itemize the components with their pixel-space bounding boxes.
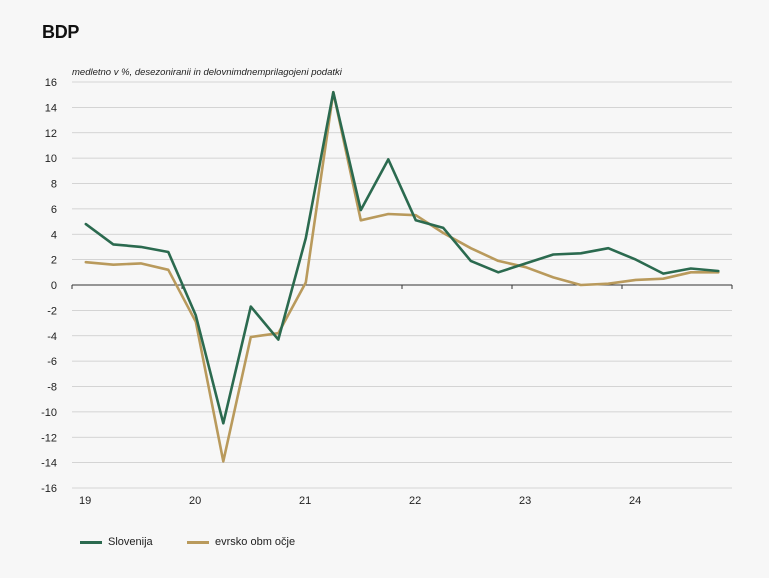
y-tick-label: 14 (45, 102, 57, 114)
y-tick-label: 2 (51, 255, 57, 267)
chart-title: BDP (42, 22, 80, 42)
legend-item-slovenija: Slovenija (80, 536, 153, 548)
x-tick-label: 19 (79, 495, 91, 507)
y-tick-label: -16 (41, 483, 57, 495)
y-tick-label: 4 (51, 229, 57, 241)
y-tick-label: -4 (47, 331, 57, 343)
y-tick-label: 10 (45, 153, 57, 165)
y-tick-label: 6 (51, 204, 57, 216)
legend-swatch-slovenija (80, 540, 102, 544)
legend-item-evrsko: evrsko obm očje (187, 536, 295, 548)
y-tick-label: 0 (51, 280, 57, 292)
y-tick-label: 12 (45, 128, 57, 140)
x-tick-label: 21 (299, 495, 311, 507)
x-tick-label: 24 (629, 495, 641, 507)
series-layer (84, 90, 720, 463)
legend-swatch-evrsko (187, 540, 209, 544)
y-tick-label: 8 (51, 179, 57, 191)
y-tick-label: -10 (41, 407, 57, 419)
legend-label-evrsko: evrsko obm očje (215, 536, 296, 548)
y-tick-label: -6 (47, 356, 57, 368)
series-line-evrsko (84, 90, 720, 463)
x-tick-label: 22 (409, 495, 421, 507)
y-tick-label: -12 (41, 432, 57, 444)
grid-layer (72, 81, 732, 489)
legend-label-slovenija: Slovenija (108, 536, 153, 548)
chart-subtitle: medletno v %, desezoniranii in delovnimd… (72, 67, 342, 78)
series-line-slovenija (84, 90, 720, 425)
x-tick-label: 20 (189, 495, 201, 507)
y-tick-label: 16 (45, 77, 57, 89)
y-tick-label: -2 (47, 305, 57, 317)
y-tick-label: -14 (41, 458, 57, 470)
x-tick-label: 23 (519, 495, 531, 507)
y-tick-label: -8 (47, 382, 57, 394)
